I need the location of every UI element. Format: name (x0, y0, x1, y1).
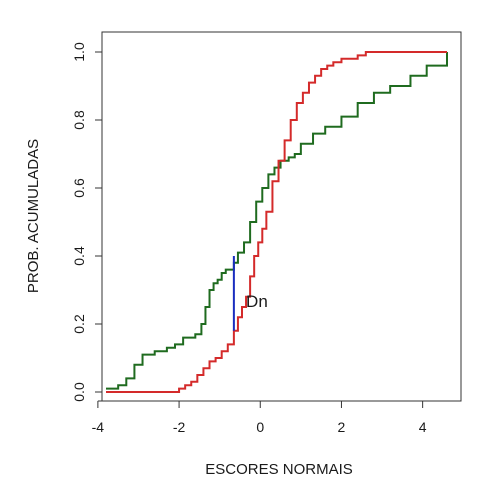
plot-frame (101, 31, 462, 402)
y-tick-label: 0.6 (71, 178, 87, 198)
y-tick-label: 0.4 (71, 246, 87, 266)
y-tick-label: 0.0 (71, 382, 87, 402)
x-tick-label: 2 (338, 419, 346, 435)
dn-label: Dn (246, 292, 268, 311)
y-tick-label: 0.2 (71, 314, 87, 334)
x-axis-label: ESCORES NORMAIS (205, 461, 353, 478)
y-tick-label: 0.8 (71, 110, 87, 130)
x-tick-label: -2 (173, 419, 186, 435)
x-tick-label: -4 (92, 419, 105, 435)
y-axis: 0.0 0.2 0.4 0.6 0.8 1.0 (71, 42, 103, 402)
x-axis: -4 -2 0 2 4 (92, 400, 427, 435)
x-tick-label: 4 (419, 419, 427, 435)
annotation-layer: Dn (232, 256, 268, 331)
x-tick-label: 0 (256, 419, 264, 435)
y-tick-label: 1.0 (71, 42, 87, 62)
ecdf-series-0 (106, 52, 448, 390)
y-axis-label: PROB. ACUMULADAS (25, 139, 42, 293)
ecdf-series-1 (106, 51, 447, 393)
series-layer (106, 51, 448, 393)
